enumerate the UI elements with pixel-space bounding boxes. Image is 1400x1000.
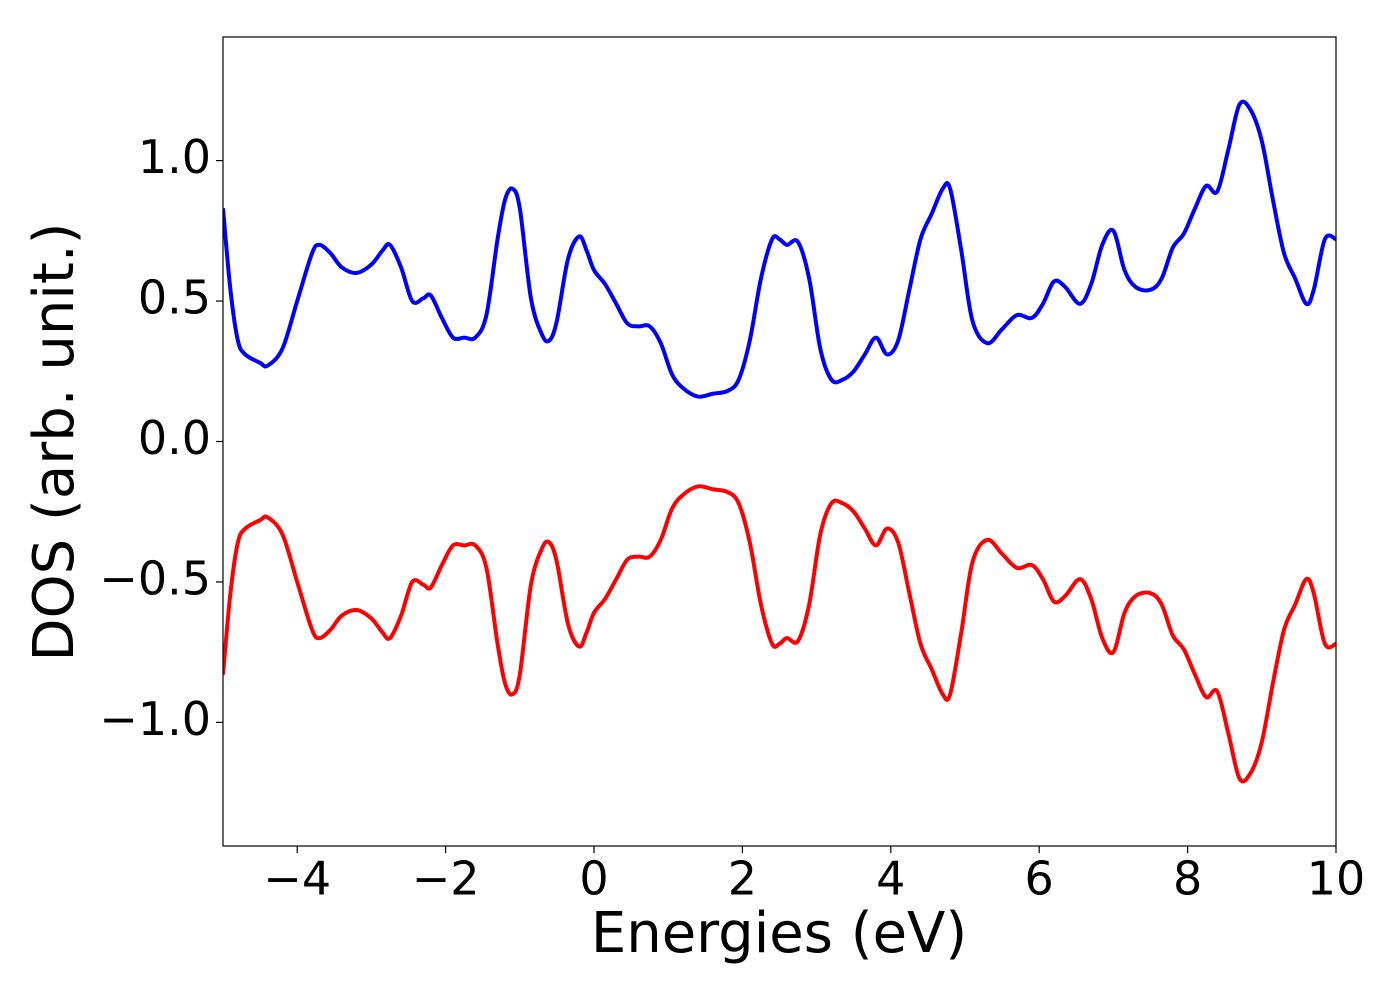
x-tick-label: 2 bbox=[728, 852, 757, 906]
y-tick-label: −0.5 bbox=[99, 551, 211, 605]
x-tick-label: −2 bbox=[412, 852, 480, 906]
y-tick-label: 1.0 bbox=[138, 130, 211, 184]
x-tick-label: 4 bbox=[876, 852, 905, 906]
plot-frame bbox=[222, 36, 1337, 847]
x-tick-label: 0 bbox=[579, 852, 608, 906]
x-tick-label: 6 bbox=[1025, 852, 1054, 906]
dos-line bbox=[223, 99, 1336, 399]
y-axis-label: DOS (arb. unit.) bbox=[22, 222, 87, 661]
x-tick-label: −4 bbox=[263, 852, 331, 906]
plot-area bbox=[223, 99, 1336, 784]
x-tick-label: 10 bbox=[1307, 852, 1366, 906]
dos-line bbox=[223, 484, 1336, 784]
y-tick-label: 0.5 bbox=[138, 271, 211, 325]
y-tick-label: 0.0 bbox=[138, 411, 211, 465]
x-axis-label: Energies (eV) bbox=[591, 901, 967, 966]
y-tick-label: −1.0 bbox=[99, 692, 211, 746]
x-tick-label: 8 bbox=[1173, 852, 1202, 906]
